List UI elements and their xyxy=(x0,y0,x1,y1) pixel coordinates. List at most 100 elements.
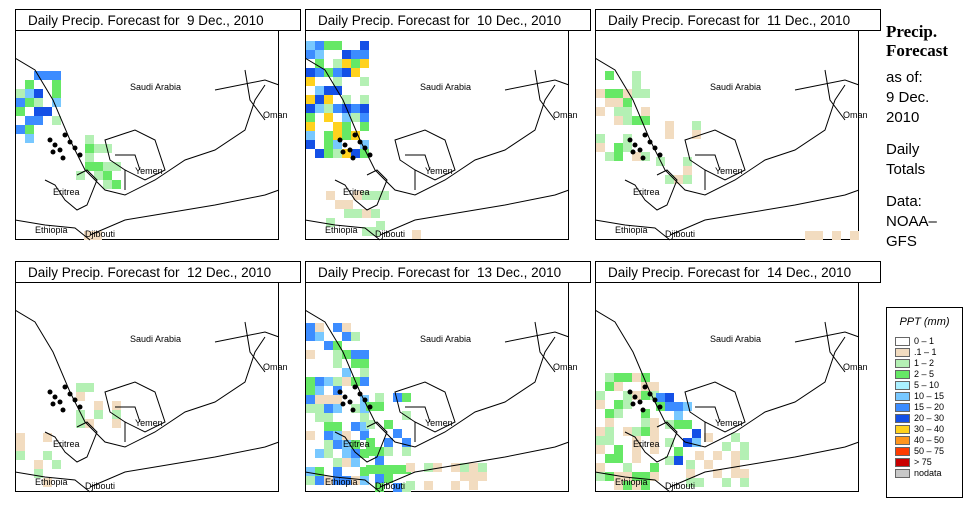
precip-cell xyxy=(351,350,360,359)
legend-label: 15 – 20 xyxy=(914,402,945,412)
precip-cell xyxy=(683,420,692,429)
djibouti-label: Djibouti xyxy=(85,481,115,491)
precip-cell xyxy=(52,460,61,469)
precip-cell xyxy=(376,221,385,230)
precip-cell xyxy=(344,200,353,209)
precip-cell xyxy=(596,143,605,152)
precip-cell xyxy=(605,427,614,436)
precip-cell xyxy=(85,419,94,428)
precip-cell xyxy=(94,162,103,171)
as-of-label: as of: xyxy=(886,69,923,86)
precip-cell xyxy=(324,41,333,50)
precip-cell xyxy=(43,433,52,442)
precip-cell xyxy=(722,478,731,487)
precip-cell xyxy=(351,113,360,122)
precip-cell xyxy=(623,373,632,382)
precip-cell xyxy=(306,140,315,149)
precip-cell xyxy=(84,231,93,240)
precip-cell xyxy=(683,175,692,184)
border-line xyxy=(794,79,860,91)
precip-cell xyxy=(342,440,351,449)
island-mark xyxy=(657,404,663,410)
precip-cell xyxy=(360,359,369,368)
precip-cell xyxy=(683,166,692,175)
legend-item: 5 – 10 xyxy=(887,380,962,391)
precip-cell xyxy=(52,98,61,107)
map-svg: Saudi Arabia Oman Yemen Eritrea Ethiopia Djib… xyxy=(14,282,288,493)
precip-cell xyxy=(306,77,315,86)
precip-cell xyxy=(112,410,121,419)
precip-cell xyxy=(650,463,659,472)
precip-cell xyxy=(333,323,342,332)
precip-cell xyxy=(315,95,324,104)
precip-cell xyxy=(360,476,369,485)
precip-cell xyxy=(315,104,324,113)
precip-cell xyxy=(614,373,623,382)
precip-cell xyxy=(650,382,659,391)
precip-cell xyxy=(333,395,342,404)
precip-cell xyxy=(315,449,324,458)
precip-cell xyxy=(362,209,371,218)
precip-cell xyxy=(76,392,85,401)
precip-cell xyxy=(614,409,623,418)
precip-cell xyxy=(623,107,632,116)
precip-cell xyxy=(384,465,393,474)
precip-cell xyxy=(342,59,351,68)
precip-cell xyxy=(16,98,25,107)
legend-swatch xyxy=(895,425,910,434)
border-line xyxy=(214,79,280,91)
precip-cell xyxy=(333,104,342,113)
precip-cell xyxy=(333,386,342,395)
precip-cell xyxy=(103,162,112,171)
island-mark xyxy=(50,149,56,155)
precip-cell xyxy=(324,113,333,122)
precip-cell xyxy=(360,449,369,458)
precip-cell xyxy=(665,402,674,411)
precip-cell xyxy=(433,463,442,472)
saudi-label: Saudi Arabia xyxy=(710,82,761,92)
precip-cell xyxy=(315,68,324,77)
precip-cell xyxy=(614,152,623,161)
precip-cell xyxy=(315,41,324,50)
precip-cell xyxy=(342,95,351,104)
island-mark xyxy=(337,389,343,395)
precip-cell xyxy=(103,180,112,189)
legend-item: 10 – 15 xyxy=(887,391,962,402)
eritrea-label: Eritrea xyxy=(343,187,370,197)
precip-cell xyxy=(605,89,614,98)
map-svg: Saudi Arabia Oman Yemen Eritrea Ethiopia Djib… xyxy=(594,282,868,493)
border-line xyxy=(684,381,746,433)
djibouti-label: Djibouti xyxy=(375,229,405,239)
precip-cell xyxy=(324,140,333,149)
precip-cell xyxy=(692,130,701,139)
forecast-panel-2: Daily Precip. Forecast for 10 Dec., 2010… xyxy=(304,9,593,249)
legend-swatch xyxy=(895,359,910,368)
precip-cell xyxy=(371,209,380,218)
legend-swatch xyxy=(895,436,910,445)
precip-cell xyxy=(360,59,369,68)
precip-cell xyxy=(306,68,315,77)
precip-cell xyxy=(94,410,103,419)
border-line xyxy=(304,471,381,493)
precip-cell xyxy=(351,359,360,368)
legend-label: 5 – 10 xyxy=(914,380,940,390)
map-frame xyxy=(15,282,279,492)
legend-swatch xyxy=(895,469,910,478)
precip-cell xyxy=(351,149,360,158)
precip-cell xyxy=(623,463,632,472)
precip-cell xyxy=(384,420,393,429)
precip-cell xyxy=(324,449,333,458)
precip-cell xyxy=(360,41,369,50)
legend-item: 15 – 20 xyxy=(887,402,962,413)
ethiopia-label: Ethiopia xyxy=(615,225,648,235)
precip-cell xyxy=(360,113,369,122)
border-line xyxy=(304,57,556,196)
precip-cell xyxy=(451,463,460,472)
precip-cell xyxy=(641,391,650,400)
precip-cell xyxy=(360,350,369,359)
precip-cell xyxy=(351,68,360,77)
precip-cell xyxy=(384,438,393,447)
precip-cell xyxy=(371,227,380,236)
precip-cell xyxy=(632,472,641,481)
precip-cell xyxy=(335,200,344,209)
